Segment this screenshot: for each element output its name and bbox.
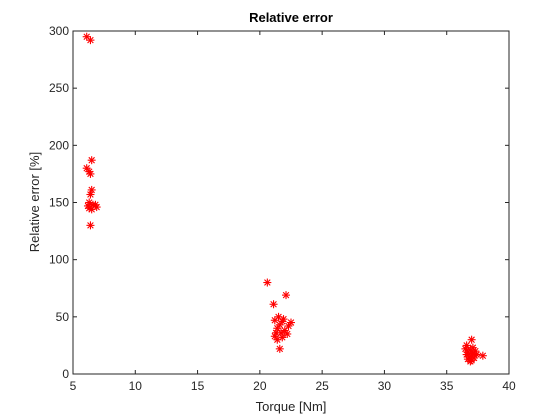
data-point	[284, 321, 293, 330]
y-tick-label: 50	[56, 310, 70, 324]
x-tick-label: 30	[378, 379, 392, 393]
data-point	[86, 190, 95, 199]
data-point	[92, 203, 101, 212]
data-point	[283, 329, 292, 338]
data-point	[86, 221, 95, 230]
data-point	[478, 351, 487, 360]
y-axis-label: Relative error [%]	[27, 152, 42, 252]
x-axis: 5 10 15 20 25 30 35 40	[70, 31, 516, 393]
y-tick-label: 200	[49, 138, 69, 152]
x-tick-label: 15	[191, 379, 205, 393]
y-tick-label: 0	[62, 367, 69, 381]
data-point	[269, 300, 278, 309]
data-point	[273, 335, 282, 344]
y-tick-label: 150	[49, 196, 69, 210]
x-tick-label: 35	[440, 379, 454, 393]
data-point	[263, 278, 272, 287]
x-tick-label: 40	[502, 379, 516, 393]
y-tick-label: 250	[49, 81, 69, 95]
data-point	[86, 169, 95, 178]
data-point	[282, 291, 291, 300]
data-point	[275, 344, 284, 353]
x-tick-label: 5	[70, 379, 77, 393]
data-point	[467, 335, 476, 344]
x-axis-label: Torque [Nm]	[256, 399, 327, 414]
y-tick-label: 300	[49, 24, 69, 38]
data-point	[87, 156, 96, 165]
data-points	[82, 32, 487, 366]
y-axis: 0 50 100 150 200 250 300	[49, 24, 509, 381]
x-tick-label: 25	[315, 379, 329, 393]
x-tick-label: 20	[253, 379, 267, 393]
data-point	[466, 357, 475, 366]
data-point	[270, 332, 279, 341]
plot-area	[72, 30, 510, 375]
data-point	[86, 36, 95, 45]
chart-title: Relative error	[249, 10, 333, 25]
data-point	[82, 164, 91, 173]
data-point	[277, 328, 286, 337]
x-tick-label: 10	[129, 379, 143, 393]
y-tick-label: 100	[49, 253, 69, 267]
